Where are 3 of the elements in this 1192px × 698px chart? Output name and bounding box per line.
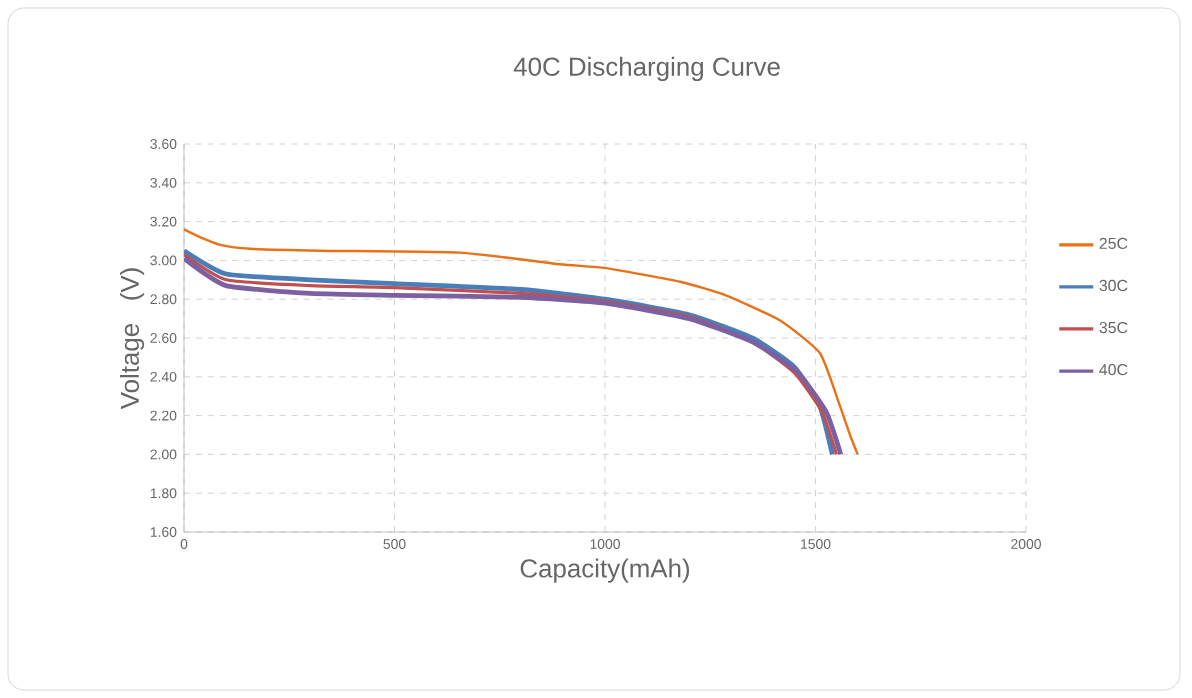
x-axis-title: Capacity(mAh) (520, 558, 690, 583)
chart-title: 40C Discharging Curve (513, 56, 780, 81)
y-axis-title: Voltage (V) (119, 268, 145, 410)
